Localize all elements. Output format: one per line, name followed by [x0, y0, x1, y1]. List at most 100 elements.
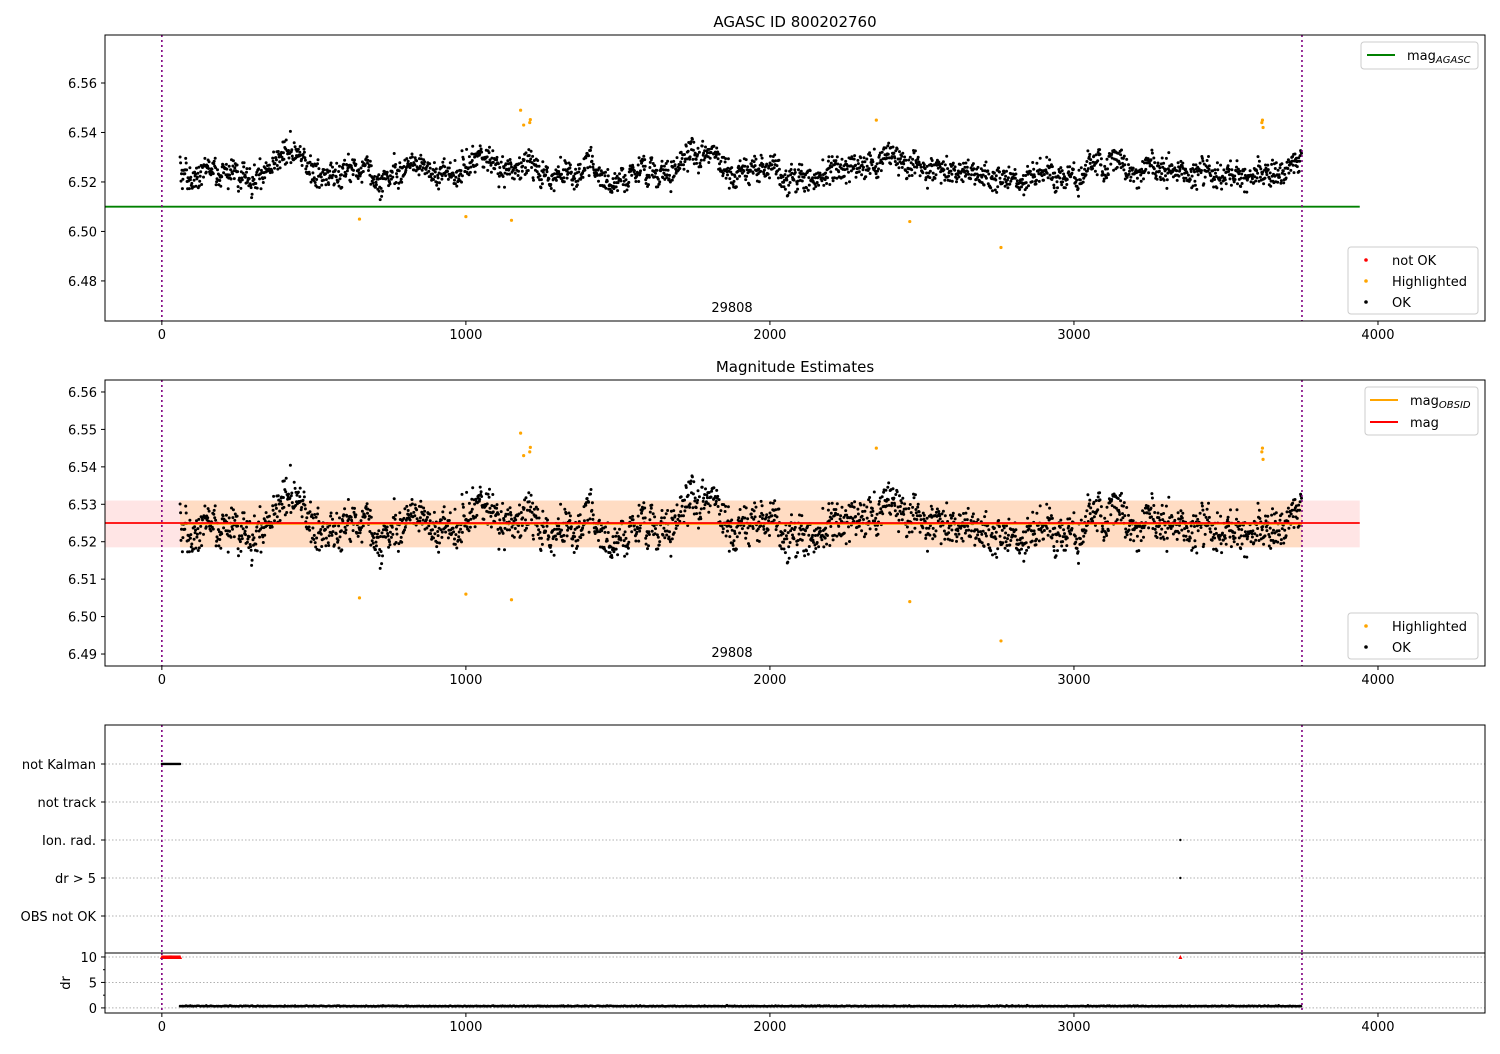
ok-point [196, 172, 199, 175]
ok-point [433, 511, 436, 514]
ok-point [709, 504, 712, 507]
ok-point [735, 548, 738, 551]
ok-point [239, 187, 242, 190]
ok-point [289, 511, 292, 514]
ok-point [350, 516, 353, 519]
ok-point [407, 160, 410, 163]
ok-point [683, 509, 686, 512]
ok-point [285, 161, 288, 164]
ok-point [427, 524, 430, 527]
ok-point [1100, 157, 1103, 160]
ok-point [440, 178, 443, 181]
ok-point [827, 509, 830, 512]
x-tick-label: 3000 [1057, 673, 1090, 688]
ok-point [538, 165, 541, 168]
ok-point [832, 538, 835, 541]
ok-point [327, 541, 330, 544]
ok-point [1077, 187, 1080, 190]
ok-point [722, 172, 725, 175]
ok-point [726, 173, 729, 176]
ok-point [1287, 172, 1290, 175]
obsid-annotation: 29808 [711, 646, 752, 661]
ok-point [1213, 178, 1216, 181]
ok-point [906, 171, 909, 174]
ok-point [975, 536, 978, 539]
ok-point [997, 519, 1000, 522]
ok-point [1196, 518, 1199, 521]
ok-point [991, 189, 994, 192]
ok-point [1031, 540, 1034, 543]
ok-point [441, 510, 444, 513]
ok-point [1031, 180, 1034, 183]
ok-point [1194, 184, 1197, 187]
ok-point [697, 527, 700, 530]
ok-point [830, 517, 833, 520]
ok-point [513, 536, 516, 539]
ok-point [557, 165, 560, 168]
ok-point [817, 184, 820, 187]
ok-point [712, 486, 715, 489]
ok-point [316, 162, 319, 165]
ok-point [668, 530, 671, 533]
ok-point [1254, 180, 1257, 183]
ok-point [1163, 179, 1166, 182]
ok-point [946, 167, 949, 170]
ok-point [1024, 552, 1027, 555]
ok-point [923, 514, 926, 517]
ok-point [324, 544, 327, 547]
ok-point [1022, 193, 1025, 196]
ok-point [1072, 511, 1075, 514]
ok-point [1156, 178, 1159, 181]
ok-point [357, 177, 360, 180]
ok-point [309, 501, 312, 504]
ok-point [518, 504, 521, 507]
ok-point [854, 164, 857, 167]
ok-point [1278, 173, 1281, 176]
ok-point [299, 145, 302, 148]
ok-point [253, 514, 256, 517]
ok-point [196, 533, 199, 536]
ok-point [1139, 530, 1142, 533]
ok-point [217, 544, 220, 547]
ok-point [239, 540, 242, 543]
ok-point [213, 160, 216, 163]
ok-point [1059, 166, 1062, 169]
ok-point [397, 550, 400, 553]
ok-point [657, 536, 660, 539]
ok-point [219, 547, 222, 550]
ok-point [1125, 158, 1128, 161]
ok-point [1119, 499, 1122, 502]
ok-point [737, 165, 740, 168]
ok-point [646, 547, 649, 550]
ok-point [935, 529, 938, 532]
ok-point [496, 503, 499, 506]
ok-point [195, 547, 198, 550]
ok-point [509, 158, 512, 161]
ok-point [1087, 167, 1090, 170]
ok-point [1120, 149, 1123, 152]
x-tick-label: 2000 [753, 328, 786, 343]
ok-point [1038, 539, 1041, 542]
ok-point [510, 514, 513, 517]
ok-point [404, 526, 407, 529]
ok-point [921, 171, 924, 174]
ok-point [335, 175, 338, 178]
x-tick-label: 4000 [1361, 673, 1394, 688]
ok-point [989, 549, 992, 552]
ok-point [251, 559, 254, 562]
ok-point [1132, 519, 1135, 522]
ok-point [1126, 533, 1129, 536]
y-tick-label: 6.52 [68, 536, 97, 551]
ok-point [360, 519, 363, 522]
ok-point [1161, 518, 1164, 521]
ok-point [1035, 162, 1038, 165]
ok-point [179, 161, 182, 164]
ok-point [1240, 177, 1243, 180]
ok-point [1225, 182, 1228, 185]
ok-point [619, 539, 622, 542]
ok-point [297, 148, 300, 151]
ok-point [817, 545, 820, 548]
ok-point [1188, 539, 1191, 542]
ok-point [648, 176, 651, 179]
ok-point [272, 151, 275, 154]
